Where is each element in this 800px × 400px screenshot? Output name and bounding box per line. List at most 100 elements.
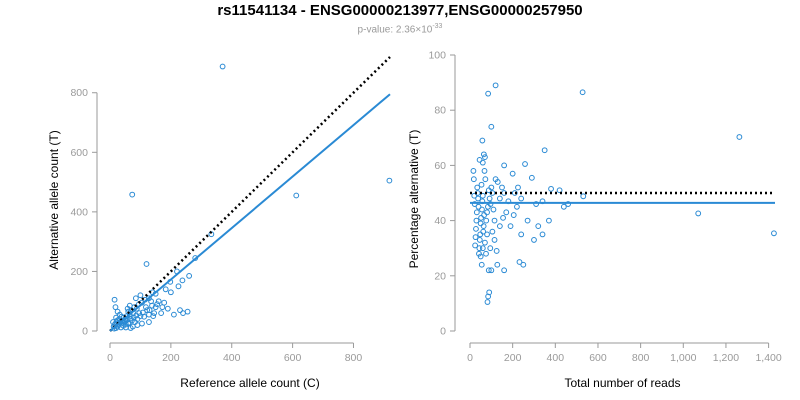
left-data-point — [151, 310, 158, 317]
right-data-point — [478, 214, 484, 221]
right-data-point — [480, 223, 487, 230]
left-data-point — [134, 316, 141, 322]
right-data-point — [484, 299, 491, 305]
right-x-tick-label: 1,400 — [755, 352, 781, 364]
right-data-point — [486, 195, 493, 202]
right-data-point — [470, 168, 477, 174]
left-data-point — [129, 317, 135, 324]
right-data-point — [492, 176, 499, 183]
left-data-point — [137, 292, 144, 299]
left-data-point — [154, 301, 161, 308]
right-data-point — [493, 248, 500, 254]
right-data-point — [736, 134, 743, 140]
right-x-tick-label: 200 — [504, 352, 522, 364]
right-x-tick-label: 1,000 — [670, 352, 696, 364]
right-data-point — [480, 151, 487, 158]
right-data-point — [695, 210, 702, 217]
left-data-point — [132, 295, 139, 302]
right-data-point — [528, 174, 535, 181]
right-data-point — [501, 267, 508, 274]
right-data-point — [501, 162, 508, 169]
right-data-point — [548, 185, 554, 192]
right-data-point — [515, 184, 521, 191]
right-data-point — [488, 123, 495, 130]
left-scatter-plot: 0 200 400 600 800 0 200 400 600 800 Reference alle… — [47, 56, 393, 390]
left-data-point — [136, 310, 143, 317]
left-y-tick-label: 400 — [70, 206, 88, 218]
left-x-tick-label: 400 — [223, 352, 241, 364]
right-data-point — [473, 209, 480, 216]
left-data-point — [184, 308, 191, 315]
right-data-point — [491, 237, 498, 243]
right-data-point — [471, 192, 478, 199]
right-data-point — [507, 223, 514, 230]
left-fit-line — [109, 93, 391, 332]
right-data-point — [509, 170, 516, 177]
left-data-point — [124, 305, 131, 312]
right-y-tick-label: 80 — [434, 105, 446, 117]
right-data-point — [531, 237, 537, 243]
right-data-point — [496, 223, 503, 230]
right-data-point — [476, 245, 483, 252]
right-x-tick-label: 0 — [467, 352, 473, 364]
right-y-tick-label: 20 — [434, 270, 446, 282]
left-data-point — [161, 299, 168, 306]
left-data-point — [146, 319, 152, 325]
right-data-point — [500, 214, 506, 221]
right-data-point — [482, 176, 489, 183]
right-data-point — [472, 234, 479, 241]
right-y-tick-label: 0 — [440, 326, 446, 338]
right-data-point — [524, 217, 531, 224]
left-x-tick-label: 800 — [345, 352, 363, 364]
right-data-point — [496, 195, 503, 202]
left-data-point — [141, 313, 147, 320]
right-data-point — [478, 261, 485, 268]
left-data-point — [386, 177, 393, 184]
right-data-point — [546, 217, 552, 224]
left-y-axis-title: Alternative allele count (T) — [47, 130, 61, 269]
right-data-point — [473, 217, 480, 224]
right-data-point — [771, 230, 777, 237]
right-data-point — [514, 203, 520, 210]
left-reference-line — [109, 56, 391, 332]
right-data-point — [503, 209, 510, 216]
left-data-point — [186, 273, 193, 279]
right-x-tick-label: 600 — [589, 352, 607, 364]
right-data-point — [533, 201, 540, 207]
right-x-tick-label: 400 — [547, 352, 565, 364]
right-data-point — [518, 195, 525, 202]
right-data-point — [560, 203, 567, 210]
right-data-point — [479, 206, 485, 213]
right-data-point — [541, 147, 548, 154]
left-x-tick-label: 600 — [284, 352, 302, 364]
right-data-point — [471, 201, 478, 207]
right-data-point — [487, 245, 494, 252]
right-data-point — [478, 181, 485, 188]
left-x-axis-title: Reference allele count (C) — [180, 376, 319, 390]
left-data-point — [152, 304, 159, 311]
left-y-tick-label: 600 — [70, 147, 88, 159]
right-y-tick-label: 40 — [434, 215, 446, 227]
left-data-point — [143, 261, 150, 267]
right-data-point — [472, 242, 479, 249]
right-data-point — [520, 261, 527, 268]
right-scatter-plot: 0 20 40 60 80 100 0 200 400 600 800 1,000 1,200 1,400… — [407, 50, 782, 391]
right-data-point — [485, 267, 492, 274]
left-data-point — [155, 298, 162, 305]
right-data-point — [475, 195, 482, 202]
left-data-point — [143, 304, 149, 311]
left-data-point — [219, 63, 226, 70]
right-data-point — [510, 212, 517, 218]
right-data-point — [491, 217, 498, 224]
right-data-point — [488, 267, 495, 274]
right-data-point — [479, 245, 486, 252]
right-data-point — [479, 137, 486, 144]
left-data-point — [293, 192, 300, 199]
right-data-point — [494, 261, 501, 268]
left-x-tick-label: 200 — [162, 352, 180, 364]
left-data-point — [111, 296, 118, 303]
left-data-point — [177, 307, 183, 314]
right-data-point — [511, 190, 518, 196]
right-data-point — [477, 231, 484, 238]
